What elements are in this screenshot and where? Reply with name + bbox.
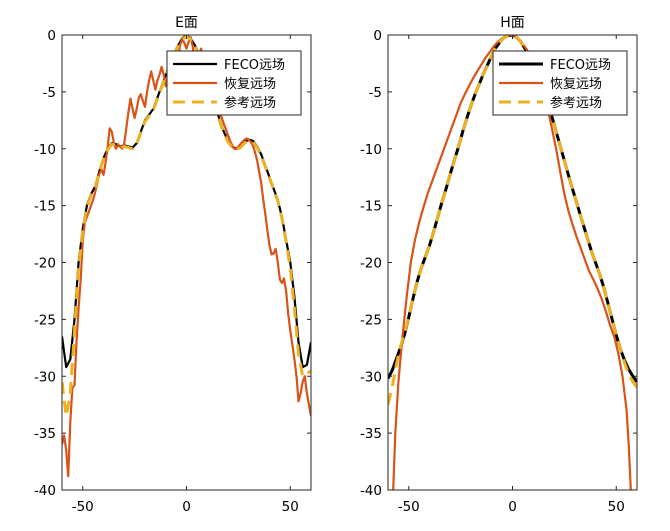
legend-label-3: 参考远场 [224, 95, 276, 111]
y-tick-label: -30 [360, 369, 382, 385]
series-line-1 [388, 35, 637, 383]
y-tick-label: -15 [360, 199, 382, 215]
x-tick-label: -50 [72, 499, 94, 515]
legend-label-3: 参考远场 [550, 95, 602, 111]
y-tick-label: -35 [360, 426, 382, 442]
y-tick-label: -5 [43, 85, 56, 101]
y-tick-label: -25 [34, 312, 56, 328]
y-tick-label: -20 [34, 256, 56, 272]
y-tick-label: -20 [360, 256, 382, 272]
y-tick-label: -15 [34, 199, 56, 215]
y-tick-label: -35 [34, 426, 56, 442]
legend-label-1: FECO远场 [224, 58, 285, 73]
x-tick-label: 50 [608, 499, 625, 515]
y-tick-label: -25 [360, 312, 382, 328]
series-line-2 [392, 35, 632, 490]
y-tick-label: -30 [34, 369, 56, 385]
y-tick-label: 0 [373, 28, 382, 44]
y-tick-label: -40 [34, 483, 56, 499]
series-line-2 [62, 36, 311, 478]
x-tick-label: -50 [398, 499, 420, 515]
chart-title: E面 [175, 15, 198, 31]
x-tick-label: 50 [282, 499, 299, 515]
legend-label-2: 恢复远场 [550, 77, 602, 92]
chart-panel-1: 0 -5 -10 -15 -20 -25 -30 -35 -40 -50 0 50 E面 FECO远场恢复… [34, 15, 312, 515]
y-tick-label: -10 [360, 142, 382, 158]
x-tick-label: 0 [508, 499, 517, 515]
y-tick-label: -5 [369, 85, 382, 101]
series-group [388, 35, 637, 490]
chart-title: H面 [500, 15, 525, 31]
legend-label-1: FECO远场 [550, 58, 611, 73]
chart-panel-2: 0 -5 -10 -15 -20 -25 -30 -35 -40 -50 0 50 H面 FECO远场恢复… [360, 15, 638, 515]
y-tick-label: -40 [360, 483, 382, 499]
x-tick-label: 0 [182, 499, 191, 515]
legend-label-2: 恢复远场 [224, 77, 276, 92]
y-tick-label: 0 [47, 28, 56, 44]
y-tick-label: -10 [34, 142, 56, 158]
